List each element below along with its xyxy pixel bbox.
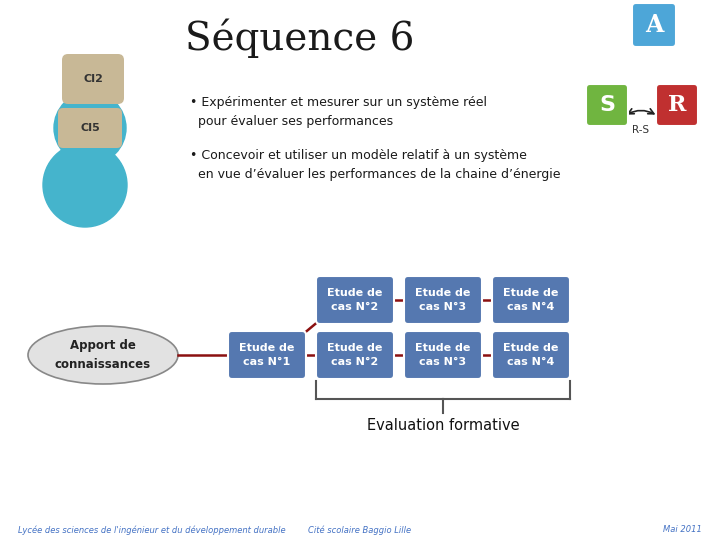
- Text: Cité scolaire Baggio Lille: Cité scolaire Baggio Lille: [308, 525, 412, 535]
- FancyBboxPatch shape: [404, 331, 482, 379]
- Text: Etude de
cas N°2: Etude de cas N°2: [328, 343, 383, 367]
- FancyBboxPatch shape: [316, 331, 394, 379]
- Text: • Concevoir et utiliser un modèle relatif à un système
  en vue d’évaluer les pe: • Concevoir et utiliser un modèle relati…: [190, 149, 560, 181]
- Text: Lycée des sciences de l'ingénieur et du développement durable: Lycée des sciences de l'ingénieur et du …: [18, 525, 286, 535]
- Text: Etude de
cas N°1: Etude de cas N°1: [239, 343, 294, 367]
- FancyBboxPatch shape: [492, 331, 570, 379]
- Text: Séquence 6: Séquence 6: [185, 18, 415, 58]
- FancyBboxPatch shape: [228, 331, 306, 379]
- Text: Mai 2011: Mai 2011: [663, 525, 702, 535]
- Text: Etude de
cas N°4: Etude de cas N°4: [503, 343, 559, 367]
- Text: Evaluation formative: Evaluation formative: [366, 417, 519, 433]
- FancyBboxPatch shape: [656, 84, 698, 126]
- Text: R: R: [668, 94, 686, 116]
- Circle shape: [54, 92, 126, 164]
- FancyBboxPatch shape: [586, 84, 628, 126]
- FancyBboxPatch shape: [404, 276, 482, 324]
- Text: • Expérimenter et mesurer sur un système réel
  pour évaluer ses performances: • Expérimenter et mesurer sur un système…: [190, 96, 487, 128]
- FancyBboxPatch shape: [632, 3, 676, 47]
- Text: S: S: [599, 95, 615, 115]
- Text: Etude de
cas N°2: Etude de cas N°2: [328, 288, 383, 312]
- Text: Etude de
cas N°4: Etude de cas N°4: [503, 288, 559, 312]
- FancyBboxPatch shape: [492, 276, 570, 324]
- FancyBboxPatch shape: [316, 276, 394, 324]
- FancyBboxPatch shape: [58, 108, 122, 148]
- Circle shape: [43, 143, 127, 227]
- FancyBboxPatch shape: [62, 54, 124, 104]
- Text: CI2: CI2: [83, 74, 103, 84]
- Ellipse shape: [28, 326, 178, 384]
- Text: CI5: CI5: [80, 123, 100, 133]
- Text: Apport de
connaissances: Apport de connaissances: [55, 340, 151, 370]
- Text: Etude de
cas N°3: Etude de cas N°3: [415, 343, 471, 367]
- Text: R-S: R-S: [632, 125, 649, 135]
- Text: Etude de
cas N°3: Etude de cas N°3: [415, 288, 471, 312]
- Text: A: A: [645, 13, 663, 37]
